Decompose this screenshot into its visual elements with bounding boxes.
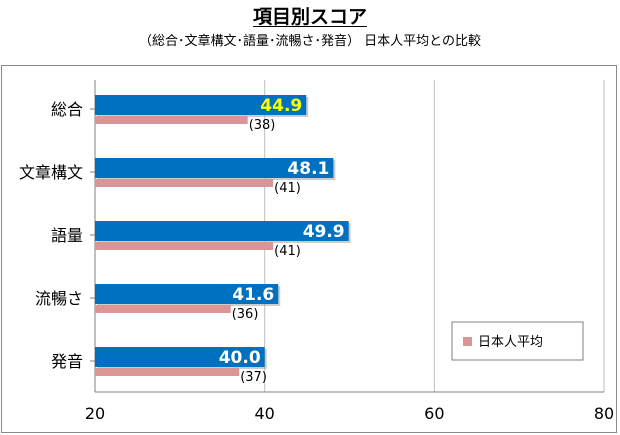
average-value-label: (38)	[249, 118, 276, 133]
average-bar	[95, 305, 231, 313]
chart-frame	[1, 65, 617, 433]
legend-label: 日本人平均	[478, 335, 543, 350]
score-bar	[95, 284, 279, 304]
x-tick-label: 40	[254, 404, 274, 423]
score-value-label: 44.9	[260, 96, 302, 116]
chart-subtitle: （総合･文章構文･語量･流暢さ･発音） 日本人平均との比較	[138, 34, 481, 49]
average-bar	[95, 116, 248, 124]
score-value-label: 40.0	[219, 348, 261, 368]
score-bar	[95, 347, 265, 367]
category-label: 発音	[51, 352, 83, 371]
score-value-label: 48.1	[287, 159, 329, 179]
x-tick-label: 20	[85, 404, 105, 423]
x-tick-label: 60	[424, 404, 444, 423]
score-bar	[95, 158, 334, 178]
average-bar	[95, 179, 274, 187]
score-value-label: 41.6	[232, 285, 274, 305]
chart-title: 項目別スコア	[252, 6, 367, 28]
score-bar	[95, 95, 307, 115]
average-bar	[95, 242, 274, 250]
legend-box	[451, 321, 584, 361]
category-label: 語量	[51, 226, 83, 245]
score-bar	[95, 221, 349, 241]
category-label: 総合	[51, 100, 83, 119]
score-value-label: 49.9	[303, 222, 345, 242]
category-label: 流暢さ	[35, 289, 83, 308]
legend-swatch	[463, 337, 472, 346]
average-value-label: (36)	[232, 307, 259, 322]
average-value-label: (37)	[240, 370, 267, 385]
average-value-label: (41)	[274, 181, 301, 196]
x-tick-label: 80	[594, 404, 614, 423]
average-bar	[95, 368, 240, 376]
category-label: 文章構文	[19, 163, 83, 182]
average-value-label: (41)	[274, 244, 301, 259]
